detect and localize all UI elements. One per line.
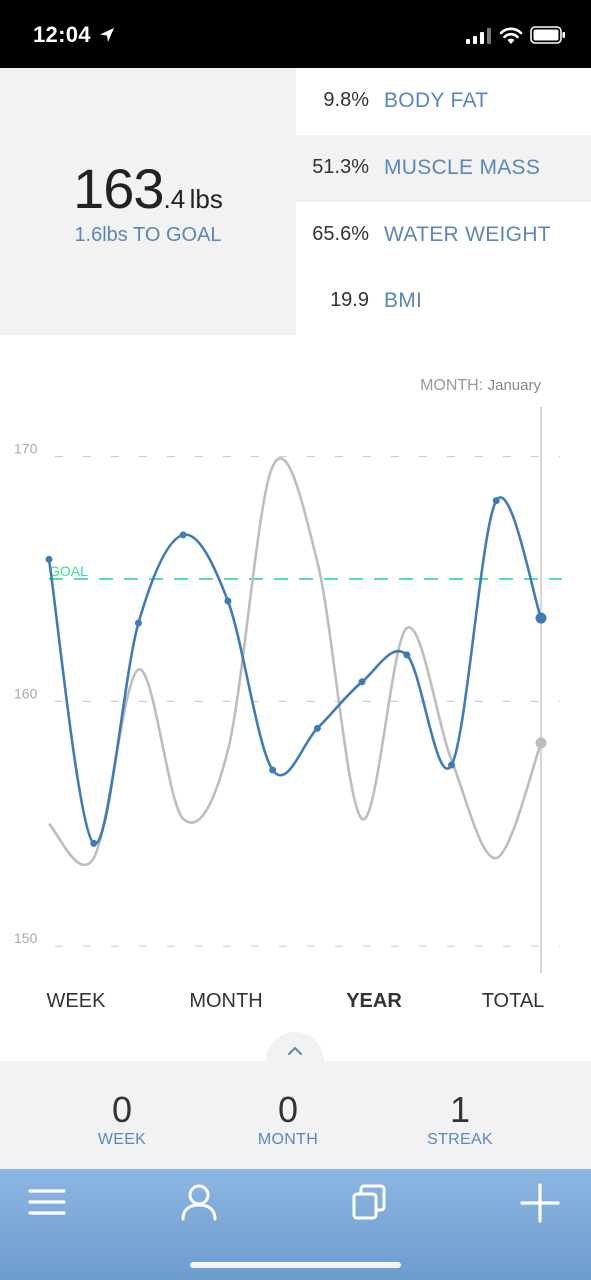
chevron-up-icon	[288, 1047, 302, 1055]
y-tick-label: 160	[14, 685, 38, 701]
status-bar: 12:04	[0, 0, 591, 68]
y-tick-label: 150	[14, 930, 38, 946]
chart-plot[interactable]: 150 160 170 GOAL	[0, 335, 591, 985]
metric-bmi[interactable]: 19.9 BMI	[296, 268, 591, 335]
bottom-nav	[0, 1169, 591, 1280]
metric-body-fat[interactable]: 9.8% BODY FAT	[296, 68, 591, 135]
data-point	[535, 612, 547, 624]
profile-icon[interactable]	[177, 1181, 221, 1225]
stat-value: 0	[277, 1089, 299, 1130]
wifi-icon	[499, 27, 523, 44]
stat-value: 0	[111, 1089, 133, 1130]
add-icon[interactable]	[518, 1181, 562, 1225]
to-goal-text: 1.6lbs TO GOAL	[74, 224, 222, 246]
month-prefix: MONTH:	[420, 377, 484, 394]
data-point-previous	[535, 737, 547, 749]
metric-value: 19.9	[330, 289, 369, 311]
weight-summary: 163.4 lbs 1.6lbs TO GOAL 9.8% BODY FAT 5…	[0, 68, 591, 335]
data-point	[313, 724, 321, 732]
stat-label: STREAK	[427, 1131, 493, 1148]
streak-stats: 0 WEEK 0 MONTH 1 STREAK	[0, 1061, 591, 1169]
metric-label: BMI	[384, 289, 423, 312]
data-point	[179, 531, 187, 539]
home-indicator	[190, 1262, 401, 1268]
weight-unit: lbs	[189, 184, 223, 214]
weight-chart[interactable]: MONTH: January 150 160 170 GOAL WEEK MONTH …	[0, 335, 591, 1060]
location-arrow-icon	[100, 28, 114, 42]
metric-value: 65.6%	[312, 223, 369, 245]
stat-value: 1	[449, 1089, 471, 1130]
data-point	[269, 766, 277, 774]
copy-icon[interactable]	[347, 1181, 391, 1225]
y-tick-label: 170	[14, 441, 38, 457]
stat-streak: 1 STREAK	[427, 1091, 493, 1149]
weight-decimal: .4	[163, 184, 186, 214]
tab-month[interactable]: MONTH	[189, 990, 263, 1012]
stat-week: 0 WEEK	[98, 1091, 146, 1149]
body-metrics: 9.8% BODY FAT 51.3% MUSCLE MASS 65.6% WA…	[296, 68, 591, 335]
weight-whole: 163	[73, 157, 164, 220]
metric-value: 9.8%	[323, 89, 369, 111]
stat-label: MONTH	[257, 1131, 319, 1148]
stat-label: WEEK	[97, 1131, 147, 1148]
goal-label: GOAL	[49, 563, 88, 579]
tab-total[interactable]: TOTAL	[481, 990, 545, 1012]
data-point	[45, 555, 53, 563]
stat-month: 0 MONTH	[258, 1091, 318, 1149]
battery-icon	[530, 26, 565, 44]
data-point	[358, 678, 366, 686]
data-point	[224, 597, 232, 605]
cellular-signal-icon	[466, 28, 491, 44]
tab-year[interactable]: YEAR	[346, 990, 402, 1012]
series-line-previous	[48, 457, 543, 867]
data-point	[403, 651, 411, 659]
tab-week[interactable]: WEEK	[46, 990, 106, 1012]
series-line-current	[47, 496, 543, 845]
month-indicator: MONTH: January	[420, 377, 541, 395]
metric-label: MUSCLE MASS	[384, 156, 541, 179]
data-point	[492, 497, 500, 505]
data-point	[134, 619, 142, 627]
metric-muscle-mass[interactable]: 51.3% MUSCLE MASS	[296, 135, 591, 202]
current-weight-panel[interactable]: 163.4 lbs 1.6lbs TO GOAL	[0, 68, 296, 335]
data-point	[90, 839, 98, 847]
metric-value: 51.3%	[312, 156, 369, 178]
month-value: January	[487, 377, 541, 394]
metric-water-weight[interactable]: 65.6% WATER WEIGHT	[296, 202, 591, 269]
current-weight: 163.4 lbs	[0, 156, 296, 221]
period-tabs: WEEK MONTH YEAR TOTAL	[0, 990, 591, 1026]
metric-label: WATER WEIGHT	[384, 223, 551, 246]
metric-label: BODY FAT	[384, 89, 489, 112]
status-time: 12:04	[33, 22, 91, 47]
menu-icon[interactable]	[25, 1181, 69, 1225]
data-point	[448, 761, 456, 769]
